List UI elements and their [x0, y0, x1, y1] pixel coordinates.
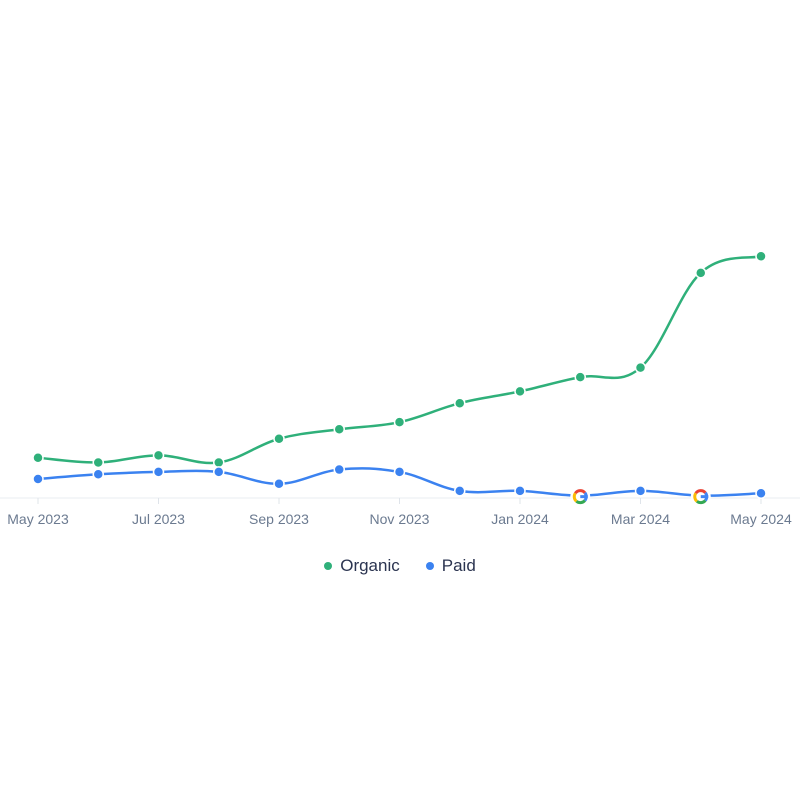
organic-data-point[interactable] [333, 423, 345, 436]
x-axis: May 2023 Jul 2023 Sep 2023 Nov 2023 Jan 2024… [7, 498, 792, 527]
legend-marker-organic [324, 562, 333, 570]
google-icon-arc [574, 489, 586, 495]
organic-data-point[interactable] [454, 397, 466, 409]
organic-data-point[interactable] [514, 385, 526, 398]
paid-data-point[interactable] [634, 485, 647, 497]
organic-data-point[interactable] [92, 456, 104, 469]
series-lines [36, 255, 763, 497]
x-tick-label: Sep 2023 [249, 511, 309, 527]
paid-data-point[interactable] [333, 463, 345, 476]
google-icon-arc [572, 492, 578, 503]
organic-data-point[interactable] [755, 250, 767, 263]
paid-data-point[interactable] [213, 466, 225, 478]
google-icon[interactable] [690, 486, 711, 507]
organic-data-point[interactable] [152, 449, 165, 462]
organic-data-point[interactable] [634, 361, 647, 374]
legend: Organic Paid [0, 556, 800, 576]
organic-data-point[interactable] [32, 451, 44, 464]
x-tick-label: Jul 2023 [132, 511, 185, 527]
organic-data-point[interactable] [213, 456, 225, 469]
google-icon-arc [575, 499, 586, 505]
legend-label: Paid [441, 556, 476, 575]
paid-data-point[interactable] [514, 485, 526, 497]
x-tick-label: Mar 2024 [611, 511, 670, 527]
organic-data-point[interactable] [393, 416, 406, 428]
x-tick-label: May 2024 [730, 511, 792, 527]
paid-data-point[interactable] [92, 468, 104, 481]
legend-item-paid[interactable]: Paid [425, 556, 476, 576]
organic-data-point[interactable] [273, 433, 285, 445]
organic-data-point[interactable] [574, 371, 586, 383]
google-icon-arc [695, 499, 707, 505]
legend-item-organic[interactable]: Organic [324, 556, 400, 576]
paid-data-point[interactable] [273, 478, 285, 490]
organic-data-point[interactable] [695, 267, 707, 279]
paid-data-point[interactable] [755, 487, 767, 500]
legend-label: Organic [340, 556, 400, 575]
series-points [32, 250, 767, 507]
google-icon[interactable] [570, 486, 591, 507]
x-tick-label: Jan 2024 [491, 511, 549, 527]
paid-data-point[interactable] [152, 466, 165, 478]
x-tick-label: May 2023 [7, 511, 69, 527]
google-icon-arc [694, 489, 707, 495]
organic-line [36, 255, 763, 465]
google-icon-arc [693, 492, 699, 503]
legend-marker-paid [425, 562, 434, 570]
paid-data-point[interactable] [32, 473, 44, 485]
paid-data-point[interactable] [393, 466, 406, 478]
paid-data-point[interactable] [454, 485, 466, 497]
x-tick-label: Nov 2023 [370, 511, 430, 527]
